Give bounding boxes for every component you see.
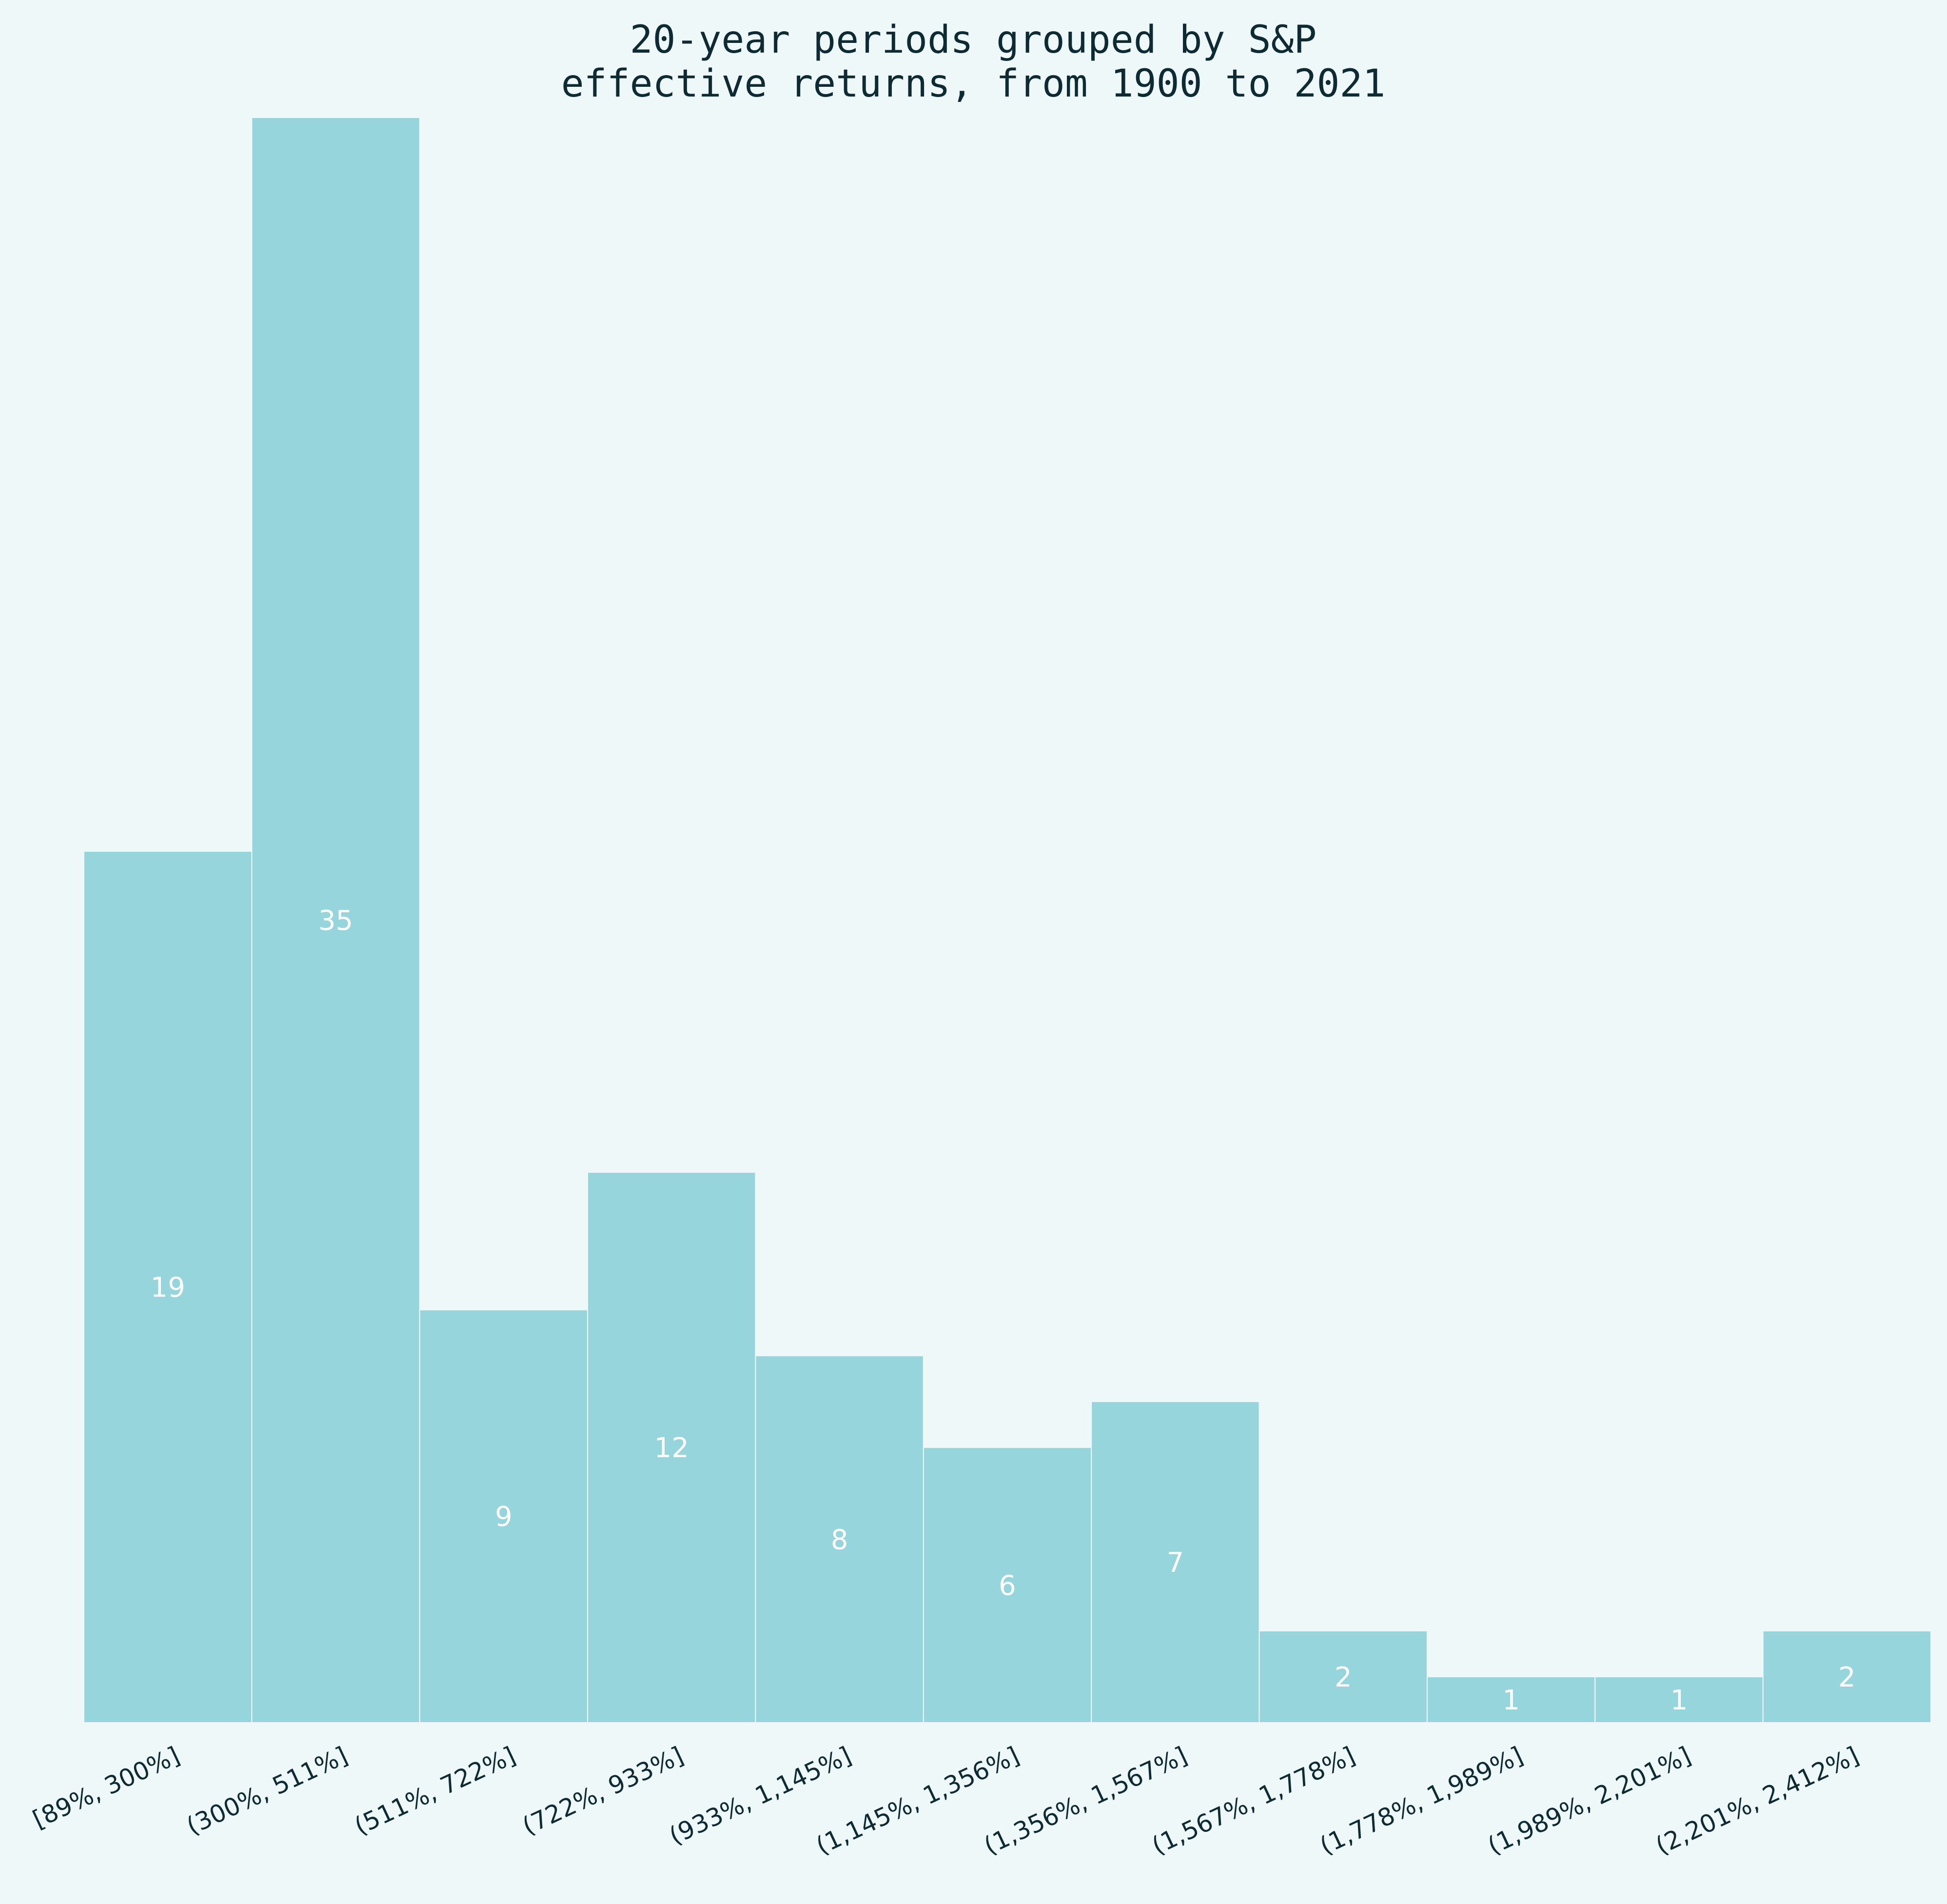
bar-4 [755, 1355, 924, 1724]
bar-9 [1594, 1676, 1764, 1724]
chart-title-line-2: effective returns, from 1900 to 2021 [561, 62, 1386, 106]
bar-8 [1426, 1676, 1596, 1724]
bar-10 [1762, 1630, 1932, 1724]
bar-value-label-1: 35 [318, 905, 353, 937]
bar-value-label-10: 2 [1838, 1662, 1856, 1693]
bar-6 [1091, 1401, 1260, 1724]
bar-2 [419, 1309, 589, 1723]
bar-1 [251, 117, 420, 1723]
bar-value-label-3: 12 [654, 1433, 689, 1464]
bar-0 [83, 850, 253, 1723]
bar-value-label-8: 1 [1502, 1685, 1520, 1716]
bar-value-label-5: 6 [999, 1570, 1016, 1602]
bar-value-label-7: 2 [1335, 1662, 1352, 1693]
bar-value-label-6: 7 [1167, 1547, 1184, 1579]
bar-7 [1259, 1630, 1428, 1724]
chart-title-line-1: 20-year periods grouped by S&P [630, 18, 1317, 62]
bar-value-label-0: 19 [151, 1272, 185, 1303]
bar-value-label-2: 9 [495, 1501, 512, 1533]
bar-value-label-4: 8 [831, 1524, 848, 1556]
bar-3 [587, 1172, 756, 1723]
bar-value-label-9: 1 [1671, 1685, 1688, 1716]
bars-group [83, 117, 1932, 1724]
bar-5 [923, 1447, 1092, 1724]
